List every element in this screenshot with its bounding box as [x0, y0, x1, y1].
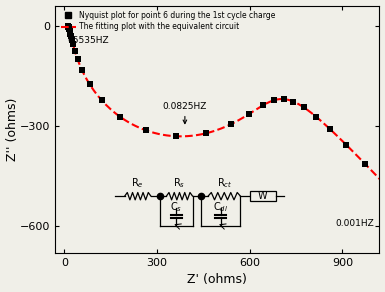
Text: W: W — [258, 191, 268, 201]
X-axis label: Z' (ohms): Z' (ohms) — [187, 273, 247, 286]
Point — [65, 23, 71, 28]
Point — [65, 25, 72, 30]
Point — [87, 82, 93, 86]
Text: 0.0825HZ: 0.0825HZ — [163, 102, 207, 124]
Point — [362, 162, 368, 166]
Point — [203, 131, 209, 136]
Point — [65, 24, 71, 29]
Point — [65, 25, 72, 29]
Text: 0.001HZ: 0.001HZ — [336, 219, 374, 228]
Point — [65, 24, 71, 28]
Point — [327, 127, 333, 131]
Point — [343, 142, 349, 147]
Point — [173, 134, 179, 139]
Point — [65, 25, 72, 30]
Point — [271, 98, 277, 102]
Text: 65535HZ: 65535HZ — [67, 36, 109, 45]
Legend: Nyquist plot for point 6 during the 1st cycle charge, The fitting plot with the : Nyquist plot for point 6 during the 1st … — [59, 9, 277, 33]
Point — [67, 28, 73, 33]
Point — [65, 24, 71, 28]
Point — [65, 24, 71, 29]
Point — [65, 24, 71, 29]
Point — [70, 42, 76, 47]
Point — [68, 34, 74, 39]
Point — [143, 128, 149, 133]
Point — [67, 32, 74, 36]
Point — [66, 27, 72, 32]
Point — [65, 23, 71, 28]
Point — [301, 105, 307, 110]
Point — [281, 97, 287, 101]
Point — [79, 68, 85, 72]
Point — [67, 29, 73, 34]
Point — [117, 115, 124, 119]
Point — [66, 26, 72, 31]
Text: C$_s$: C$_s$ — [170, 200, 182, 213]
Text: R$_e$: R$_e$ — [131, 176, 144, 190]
Point — [260, 103, 266, 108]
Y-axis label: Z'' (ohms): Z'' (ohms) — [5, 98, 18, 161]
Text: C$_{dl}$: C$_{dl}$ — [213, 200, 228, 213]
Point — [65, 24, 71, 28]
Point — [313, 114, 319, 119]
Text: R$_{ct}$: R$_{ct}$ — [216, 176, 232, 190]
Point — [99, 98, 105, 103]
Point — [69, 37, 75, 42]
Point — [74, 57, 80, 62]
Point — [65, 25, 71, 29]
Point — [72, 48, 78, 53]
Bar — [250, 192, 276, 201]
Point — [246, 112, 253, 116]
Point — [65, 24, 71, 28]
Point — [65, 24, 71, 28]
Text: R$_s$: R$_s$ — [173, 176, 186, 190]
Point — [290, 99, 296, 104]
Point — [228, 122, 234, 127]
